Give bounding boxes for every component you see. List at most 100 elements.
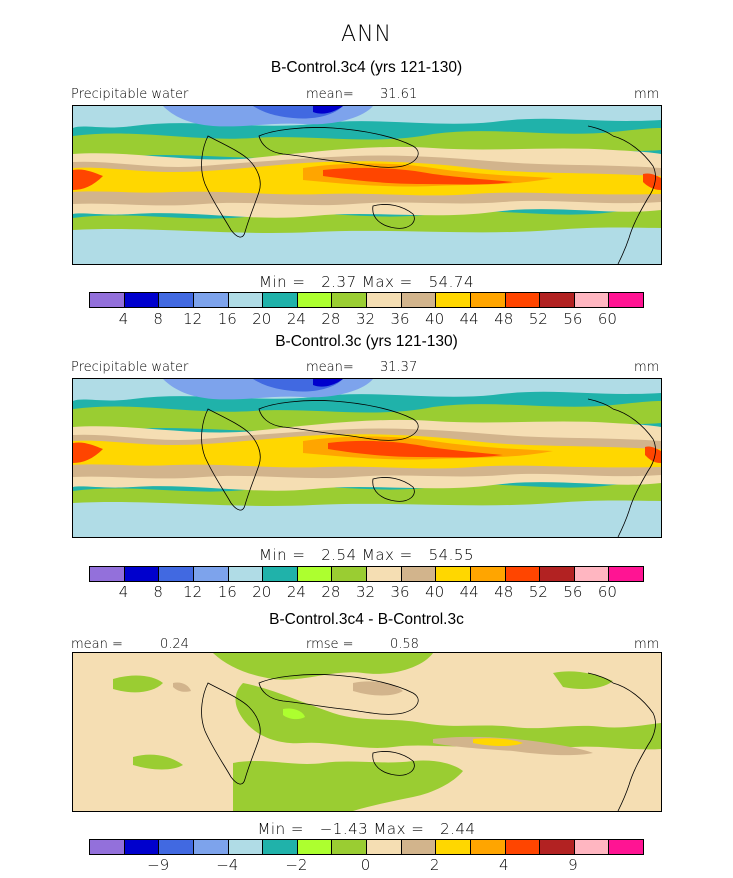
colorbar-swatch bbox=[401, 567, 437, 581]
panel-1-min-label: Min = bbox=[258, 273, 306, 291]
figure-title: ANN bbox=[341, 22, 392, 47]
colorbar-tick-label: 0 bbox=[360, 856, 371, 874]
colorbar-swatch bbox=[574, 293, 610, 307]
colorbar-tick-label: 4 bbox=[118, 583, 129, 601]
panel-1-variable-label: Precipitable water bbox=[71, 87, 189, 102]
colorbar-tick-label: 28 bbox=[321, 583, 341, 601]
colorbar-swatch bbox=[574, 567, 610, 581]
panel-3-max-value: 2.44 bbox=[440, 820, 476, 838]
colorbar-swatch bbox=[193, 840, 229, 854]
panel-1-title: B-Control.3c4 (yrs 121-130) bbox=[270, 59, 463, 76]
colorbar-tick-label: 60 bbox=[597, 583, 617, 601]
colorbar-tick-label: 8 bbox=[153, 583, 163, 601]
colorbar-swatch bbox=[297, 840, 333, 854]
colorbar-tick-label: 32 bbox=[355, 310, 376, 328]
colorbar-swatch bbox=[332, 567, 367, 581]
colorbar-swatch bbox=[297, 567, 333, 581]
panel-1-map bbox=[72, 105, 662, 265]
colorbar-swatch bbox=[159, 567, 194, 581]
panel-2-mean-label: mean= bbox=[306, 360, 354, 375]
panel-3-rmse-label: rmse = bbox=[306, 637, 354, 652]
colorbar-tick-label: 60 bbox=[597, 310, 617, 328]
colorbar-tick-label: 4 bbox=[498, 856, 509, 874]
colorbar-tick-label: 36 bbox=[390, 583, 410, 601]
panel-1-minmax: Min = 2.37 Max = 54.74 bbox=[0, 273, 733, 291]
panel-2-max-label: Max = bbox=[361, 546, 413, 564]
colorbar-tick-label: 40 bbox=[425, 583, 445, 601]
colorbar-swatch bbox=[367, 840, 402, 854]
panel-2-unit: mm bbox=[634, 360, 660, 375]
panel-1-min-value: 2.37 bbox=[321, 273, 357, 291]
colorbar-tick-label: 44 bbox=[459, 583, 479, 601]
colorbar-swatch bbox=[367, 293, 402, 307]
colorbar-swatch bbox=[90, 293, 125, 307]
colorbar-swatch bbox=[263, 567, 298, 581]
panel-2-minmax: Min = 2.54 Max = 54.55 bbox=[0, 546, 733, 564]
colorbar-swatch bbox=[367, 567, 402, 581]
colorbar-tick-label: 40 bbox=[425, 310, 445, 328]
colorbar-swatch bbox=[263, 840, 298, 854]
panel-1-colorbar-ticks: 4 8 12 16 20 24 28 32 36 40 44 48 52 56 60 bbox=[89, 310, 642, 328]
colorbar-tick-label: 20 bbox=[252, 310, 272, 328]
colorbar-swatch bbox=[540, 567, 575, 581]
colorbar-tick-label: 28 bbox=[321, 310, 341, 328]
colorbar-tick-label: 48 bbox=[494, 310, 514, 328]
panel-3-minmax: Min = −1.43 Max = 2.44 bbox=[0, 820, 733, 838]
panel-2-variable-label: Precipitable water bbox=[71, 360, 189, 375]
panel-2-mean-value: 31.37 bbox=[380, 360, 418, 375]
colorbar-swatch bbox=[540, 840, 575, 854]
colorbar-tick-label: 16 bbox=[217, 583, 237, 601]
colorbar-swatch bbox=[609, 293, 643, 307]
panel-3-colorbar bbox=[89, 839, 644, 855]
panel-1-mean-value: 31.61 bbox=[380, 87, 418, 102]
colorbar-swatch bbox=[505, 567, 541, 581]
colorbar-tick-label: 32 bbox=[355, 583, 376, 601]
panel-3-min-label: Min = bbox=[257, 820, 304, 838]
panel-2-map bbox=[72, 378, 662, 538]
colorbar-swatch bbox=[159, 840, 194, 854]
panel-3-map bbox=[72, 652, 662, 812]
panel-2-colorbar bbox=[89, 566, 644, 582]
colorbar-tick-label: 36 bbox=[390, 310, 410, 328]
colorbar-swatch bbox=[609, 567, 643, 581]
panel-2-min-label: Min = bbox=[258, 546, 306, 564]
colorbar-tick-label: 52 bbox=[528, 583, 548, 601]
colorbar-swatch bbox=[470, 293, 506, 307]
colorbar-swatch bbox=[470, 567, 506, 581]
colorbar-swatch bbox=[332, 293, 367, 307]
colorbar-swatch bbox=[436, 293, 471, 307]
panel-2-min-value: 2.54 bbox=[321, 546, 357, 564]
colorbar-swatch bbox=[228, 840, 264, 854]
panel-3-rmse-value: 0.58 bbox=[390, 637, 419, 652]
colorbar-swatch bbox=[540, 293, 575, 307]
colorbar-swatch bbox=[401, 840, 437, 854]
colorbar-tick-label: −9 bbox=[147, 856, 170, 874]
colorbar-swatch bbox=[124, 293, 160, 307]
colorbar-tick-label: −4 bbox=[216, 856, 239, 874]
colorbar-swatch bbox=[263, 293, 298, 307]
colorbar-tick-label: 56 bbox=[563, 310, 583, 328]
colorbar-tick-label: 24 bbox=[286, 583, 306, 601]
panel-1-max-label: Max = bbox=[361, 273, 413, 291]
colorbar-swatch bbox=[505, 293, 541, 307]
panel-3-mean-value: 0.24 bbox=[160, 637, 189, 652]
colorbar-swatch bbox=[505, 840, 541, 854]
colorbar-swatch bbox=[90, 567, 125, 581]
colorbar-tick-label: 16 bbox=[217, 310, 237, 328]
colorbar-tick-label: −2 bbox=[285, 856, 308, 874]
colorbar-swatch bbox=[609, 840, 643, 854]
colorbar-tick-label: 8 bbox=[153, 310, 163, 328]
panel-3-mean-label: mean = bbox=[71, 637, 123, 652]
colorbar-swatch bbox=[90, 840, 125, 854]
panel-3-colorbar-ticks: −9 −4 −2 0 2 4 9 bbox=[89, 856, 642, 874]
colorbar-swatch bbox=[470, 840, 506, 854]
colorbar-tick-label: 44 bbox=[459, 310, 479, 328]
colorbar-swatch bbox=[228, 567, 264, 581]
panel-1-mean-label: mean= bbox=[306, 87, 354, 102]
colorbar-swatch bbox=[193, 567, 229, 581]
colorbar-swatch bbox=[436, 567, 471, 581]
panel-3-min-value: −1.43 bbox=[319, 820, 369, 838]
panel-2-colorbar-ticks: 4 8 12 16 20 24 28 32 36 40 44 48 52 56 60 bbox=[89, 583, 642, 601]
colorbar-swatch bbox=[297, 293, 333, 307]
colorbar-tick-label: 4 bbox=[118, 310, 129, 328]
